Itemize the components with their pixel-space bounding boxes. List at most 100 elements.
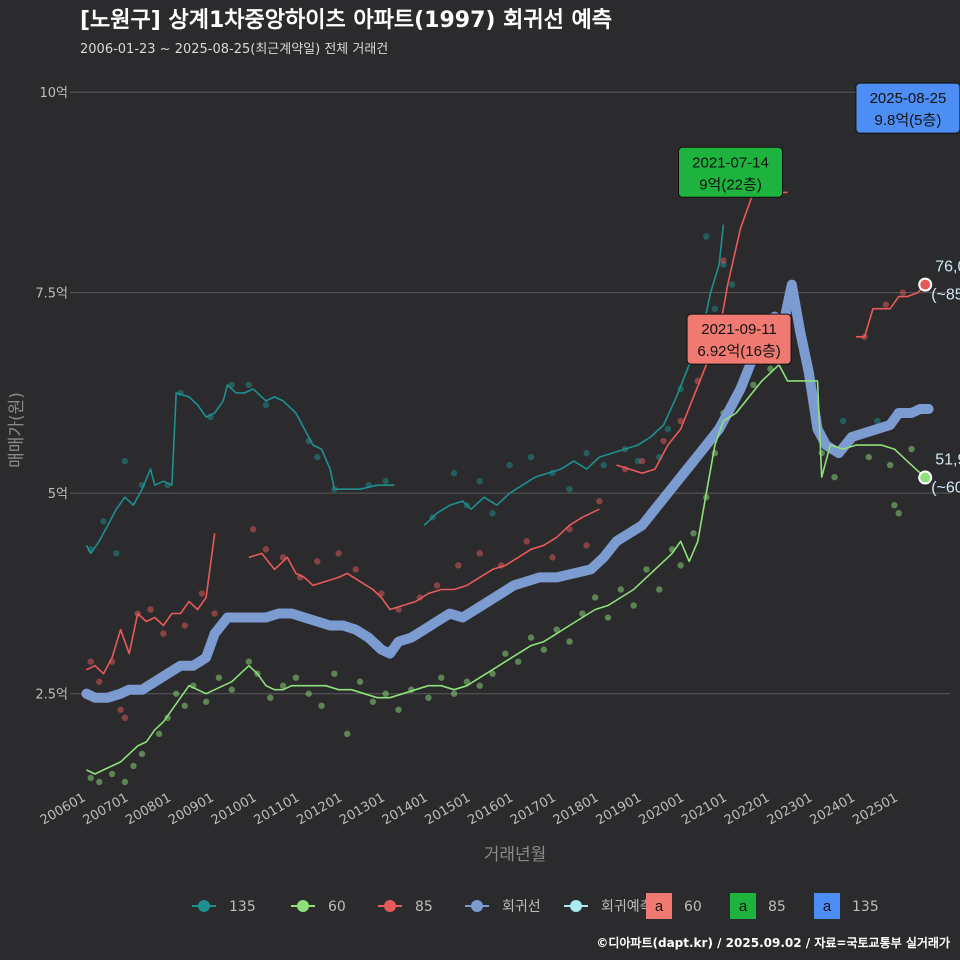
x-tick-label: 202301 (765, 790, 815, 828)
scatter-point-60 (215, 674, 223, 681)
legend-item: 85 (378, 899, 433, 915)
end-point-marker (918, 277, 933, 292)
x-tick-label: 200901 (166, 790, 216, 828)
scatter-point-85 (476, 550, 483, 557)
scatter-point-60 (245, 658, 253, 665)
scatter-point-60 (130, 762, 137, 770)
legend-item: 60 (291, 899, 346, 915)
y-axis-title: 매매가(원) (7, 392, 27, 468)
callout-date: 2025-08-25 (870, 90, 947, 107)
x-tick-label: 201301 (337, 790, 387, 828)
scatter-points (87, 169, 915, 786)
x-tick-label: 201701 (508, 790, 558, 828)
callout-box (678, 146, 784, 198)
scatter-point-60 (656, 586, 663, 593)
scatter-point-60 (750, 381, 757, 389)
x-tick-label: 202401 (807, 790, 857, 828)
series-line-85 (86, 533, 216, 675)
scatter-point-60 (502, 650, 509, 657)
scatter-point-60 (382, 690, 389, 697)
legend-swatch-dot (297, 900, 309, 912)
legend-box-label: 135 (852, 899, 879, 915)
scatter-point-60 (228, 686, 235, 693)
scatter-point-60 (865, 453, 872, 461)
callouts: 2021-07-149억(22층)2021-09-116.92억(16층)202… (678, 82, 960, 365)
x-tick-label: 201101 (252, 790, 302, 828)
scatter-point-135 (527, 453, 535, 461)
x-tick-label: 201001 (209, 790, 259, 828)
legend-swatch-dot (570, 900, 582, 912)
series-line-135 (423, 224, 725, 526)
scatter-point-135 (728, 281, 736, 288)
x-tick-label: 202201 (722, 790, 772, 828)
scatter-point-60 (305, 690, 312, 697)
y-tick-label: 10억 (39, 86, 68, 101)
scatter-point-135 (450, 469, 458, 477)
scatter-point-60 (87, 774, 94, 782)
scatter-point-60 (202, 698, 210, 705)
end-point-price: 76,000 (935, 259, 960, 276)
legend-box-swatch (646, 893, 672, 919)
legend-label: 60 (328, 899, 346, 915)
scatter-point-60 (267, 694, 274, 701)
footer-credit: ©디아파트(dapt.kr) / 2025.09.02 / 자료=국토교통부 실… (596, 935, 950, 950)
legend-item: 회귀선 (465, 899, 541, 915)
x-axis-ticks: 2006012007012008012009012010012011012012… (38, 790, 901, 828)
scatter-point-135 (711, 305, 719, 312)
legend-swatch-dot (471, 900, 483, 912)
scatter-point-60 (604, 614, 612, 621)
end-points: 98,000(~135㎡)76,000(~85㎡)51,950(~60㎡) (918, 82, 960, 497)
x-tick-label: 200801 (123, 790, 173, 828)
scatter-point-85 (160, 630, 167, 637)
scatter-point-60 (108, 770, 116, 778)
legend-box-swatch (730, 893, 756, 919)
scatter-point-85 (596, 498, 603, 505)
legend-box-glyph: a (739, 898, 748, 915)
scatter-point-60 (818, 449, 825, 457)
callout: 2025-08-25 9.8억(5층) (855, 82, 960, 134)
end-point-area: (~60㎡) (931, 479, 960, 497)
scatter-point-60 (690, 530, 697, 537)
scatter-point-60 (677, 562, 684, 569)
scatter-point-85 (198, 590, 206, 597)
regression-line (81, 279, 934, 703)
x-tick-label: 201201 (294, 790, 344, 828)
scatter-point-85 (899, 289, 907, 296)
scatter-point-85 (583, 542, 590, 549)
scatter-point-135 (874, 417, 881, 425)
legend-item: 135 (192, 899, 256, 915)
x-tick-label: 202101 (679, 790, 729, 828)
scatter-point-135 (382, 477, 389, 485)
legend: 135 60 85 회귀선 회귀예측 a 60 a 85 a 135 (192, 893, 879, 919)
legend-box-label: 60 (684, 899, 702, 915)
series-line-85 (248, 508, 600, 611)
x-tick-label: 201601 (465, 790, 515, 828)
scatter-point-85 (660, 437, 667, 445)
legend-box-glyph: a (823, 898, 832, 915)
scatter-point-60 (395, 706, 402, 713)
scatter-point-135 (506, 461, 513, 469)
scatter-point-60 (96, 778, 103, 786)
legend-swatch-dot (384, 900, 396, 912)
scatter-point-85 (314, 558, 321, 565)
x-axis-title: 거래년월 (484, 845, 547, 865)
scatter-point-85 (121, 714, 129, 722)
x-tick-label: 201801 (551, 790, 601, 828)
scatter-point-60 (318, 702, 325, 709)
end-point-marker (918, 470, 933, 485)
scatter-point-60 (425, 694, 432, 701)
legend-label: 85 (415, 899, 433, 915)
scatter-point-60 (895, 510, 902, 517)
scatter-point-60 (331, 670, 338, 677)
scatter-point-135 (314, 453, 321, 461)
scatter-point-135 (600, 461, 607, 469)
scatter-point-60 (369, 698, 377, 705)
scatter-point-60 (181, 702, 188, 709)
chart-subtitle: 2006-01-23 ~ 2025-08-25(최근계약일) 전체 거래건 (80, 42, 388, 57)
legend-box-item: a 60 (646, 893, 702, 919)
scatter-point-85 (638, 457, 646, 465)
scatter-point-85 (433, 582, 441, 589)
scatter-point-60 (643, 566, 650, 573)
scatter-point-85 (720, 257, 727, 264)
scatter-point-135 (664, 425, 672, 433)
